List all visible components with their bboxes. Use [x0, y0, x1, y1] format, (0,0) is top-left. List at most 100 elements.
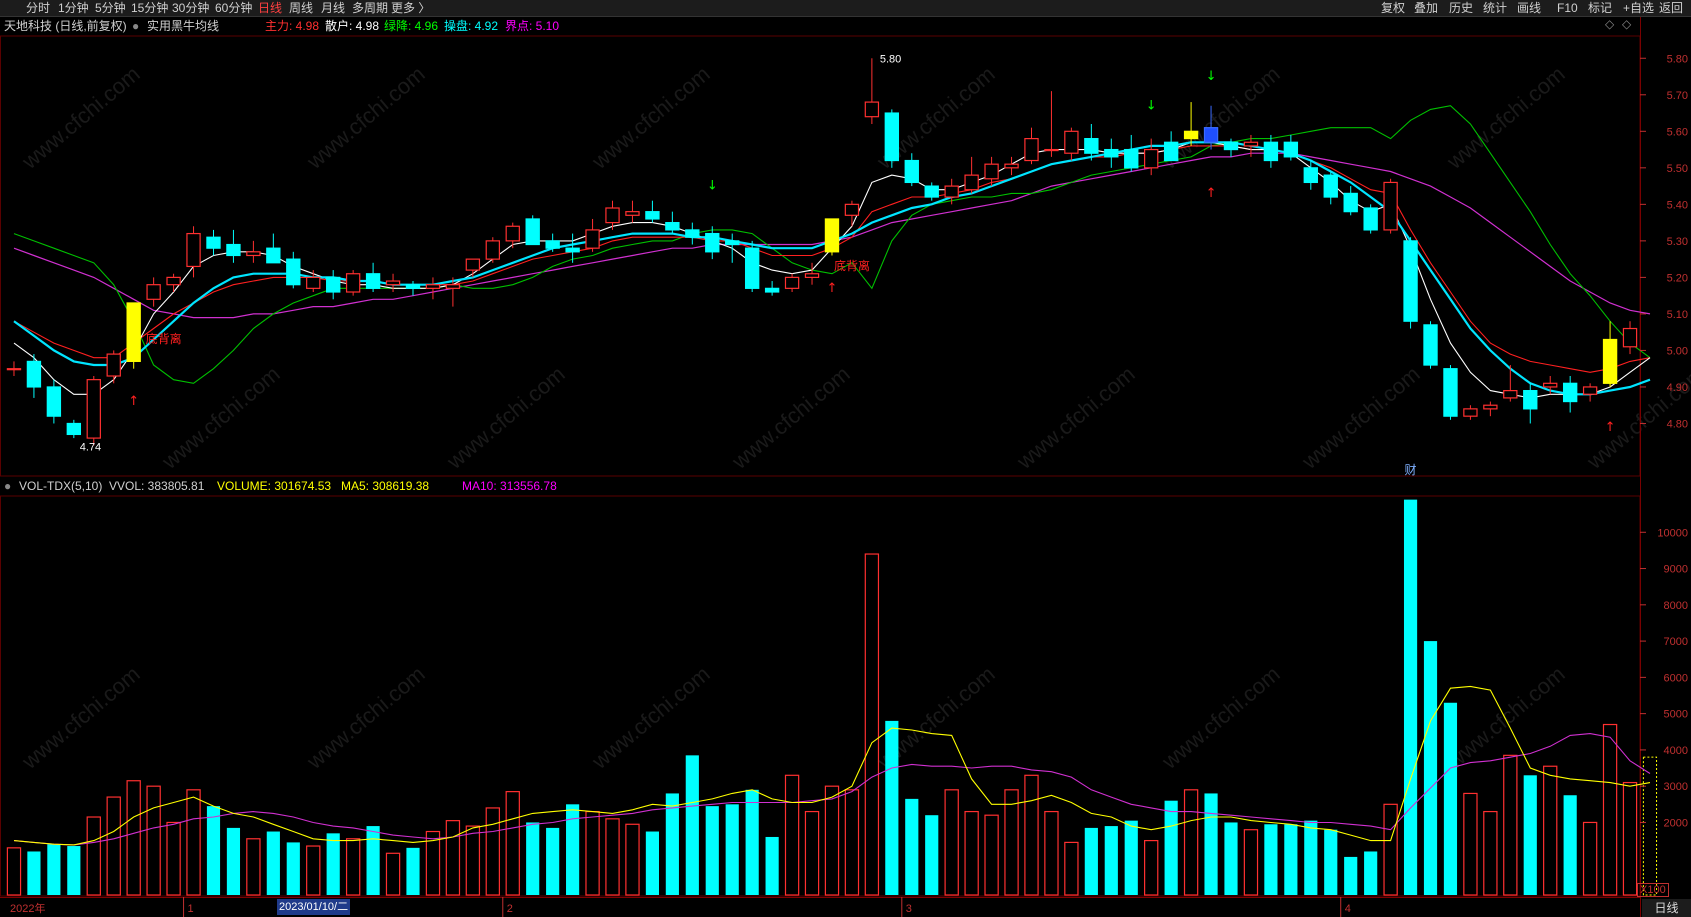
- candle-body: [964, 174, 979, 191]
- volume-bar: [1423, 641, 1438, 895]
- candle-body: [1343, 192, 1358, 213]
- candle-body: [46, 386, 62, 417]
- volume-value: VVOL: 383805.81: [109, 479, 205, 493]
- candle-body: [1183, 130, 1199, 140]
- period-tab[interactable]: 1分钟: [58, 1, 89, 15]
- candle-body: [505, 225, 520, 242]
- toolbar-button[interactable]: 历史: [1449, 1, 1474, 15]
- volume-bar: [725, 804, 739, 895]
- period-tab[interactable]: 月线: [321, 1, 346, 15]
- volume-bar: [1523, 775, 1537, 895]
- volume-bar: [864, 553, 880, 896]
- settings-diamond-icon[interactable]: ◇: [1605, 17, 1615, 31]
- expand-diamond-icon[interactable]: ◇: [1622, 17, 1632, 31]
- volume-bar: [505, 791, 520, 896]
- volume-bar: [1204, 793, 1218, 895]
- candle-body: [1004, 163, 1019, 169]
- candle-body: [864, 101, 880, 118]
- candle-body: [1523, 390, 1538, 410]
- finance-report-mark: 财: [1405, 463, 1417, 477]
- candle-body: [1243, 141, 1259, 147]
- period-tab[interactable]: 多周期: [352, 1, 389, 15]
- period-tab[interactable]: 周线: [289, 1, 314, 15]
- candle-body: [1163, 141, 1179, 162]
- line-fall: [13, 105, 1651, 384]
- watermark-text: www.cfchi.com: [16, 61, 144, 174]
- candle-body: [1483, 404, 1498, 410]
- candle-body: [86, 379, 101, 439]
- watermark-text: www.cfchi.com: [1296, 361, 1424, 474]
- candle-body: [1443, 368, 1458, 417]
- volume-bar: [804, 810, 820, 896]
- watermark-text: www.cfchi.com: [16, 661, 144, 774]
- period-tab[interactable]: 更多 〉: [391, 1, 431, 15]
- sell-arrow-icon: ↓: [1206, 69, 1217, 84]
- volume-value: VOLUME: 301674.53: [217, 479, 332, 493]
- period-tab[interactable]: 分时: [26, 1, 51, 15]
- watermark-text: www.cfchi.com: [441, 361, 569, 474]
- candle-body: [1124, 148, 1139, 169]
- toolbar-button[interactable]: 统计: [1483, 1, 1508, 15]
- volume-bar: [905, 798, 919, 895]
- candle-body: [126, 302, 141, 362]
- volume-bar: [1004, 789, 1019, 896]
- indicator-dot-icon[interactable]: ●: [132, 19, 140, 33]
- volume-bar: [1602, 723, 1618, 896]
- volume-bar: [1124, 820, 1138, 895]
- candle-body: [725, 240, 740, 246]
- candle-body: [884, 112, 900, 162]
- volume-bar: [824, 785, 840, 896]
- toolbar-button[interactable]: 标记: [1588, 1, 1613, 15]
- price-tick-label: 5.80: [1667, 53, 1688, 65]
- volume-bar: [1622, 781, 1638, 896]
- period-tab[interactable]: 15分钟: [131, 1, 169, 15]
- volume-bar: [566, 804, 580, 895]
- candle-body: [1383, 181, 1398, 231]
- divergence-annotation: 底背离: [834, 258, 870, 273]
- candle-body: [824, 218, 840, 253]
- volume-bar: [1243, 829, 1259, 896]
- volume-bar: [106, 796, 121, 896]
- period-tab[interactable]: 日线: [258, 1, 283, 15]
- period-tab[interactable]: 30分钟: [172, 1, 210, 15]
- toolbar-button[interactable]: 画线: [1517, 1, 1542, 15]
- toolbar-button[interactable]: 复权: [1381, 1, 1406, 15]
- volume-dot-icon[interactable]: ●: [4, 479, 12, 493]
- volume-bar: [306, 845, 321, 896]
- candle-body: [545, 240, 560, 249]
- candle-body: [246, 251, 261, 257]
- buy-arrow-icon: ↑: [128, 394, 139, 409]
- volume-bar: [1324, 829, 1338, 895]
- price-tick-label: 4.80: [1667, 418, 1688, 430]
- volume-bar: [625, 823, 640, 896]
- toolbar-button[interactable]: F10: [1557, 1, 1578, 15]
- candle-body: [585, 229, 600, 249]
- volume-bar: [366, 826, 380, 895]
- chart-grid: [0, 16, 1641, 917]
- volume-bar: [326, 833, 340, 895]
- toolbar-button[interactable]: 叠加: [1414, 1, 1439, 15]
- watermark-text: www.cfchi.com: [301, 61, 429, 174]
- volume-bar: [47, 844, 61, 895]
- toolbar-button[interactable]: +自选: [1623, 1, 1655, 15]
- candle-body: [345, 273, 361, 293]
- indicator-name[interactable]: 实用黑牛均线: [147, 19, 220, 33]
- toolbar-button[interactable]: 返回: [1659, 1, 1684, 15]
- period-tab[interactable]: 5分钟: [95, 1, 126, 15]
- period-indicator[interactable]: 日线: [1642, 899, 1691, 917]
- period-tab[interactable]: 60分钟: [215, 1, 253, 15]
- volume-bar: [546, 827, 560, 895]
- candle-body: [1044, 148, 1059, 152]
- volume-bar: [1463, 792, 1478, 896]
- date-tick-label: 2: [507, 903, 513, 915]
- volume-legend: ● VOL-TDX(5,10) VVOL: 383805.81 VOLUME: 3…: [0, 477, 1640, 495]
- candle-body: [1303, 167, 1318, 184]
- volume-bar: [705, 806, 719, 895]
- volume-bar: [1264, 824, 1278, 895]
- price-high-label: 5.80: [880, 53, 901, 65]
- volume-bar: [885, 720, 899, 895]
- volume-bar: [605, 818, 620, 896]
- volume-unit-badge: X100: [1637, 883, 1669, 897]
- volume-indicator-title[interactable]: VOL-TDX(5,10): [19, 479, 103, 493]
